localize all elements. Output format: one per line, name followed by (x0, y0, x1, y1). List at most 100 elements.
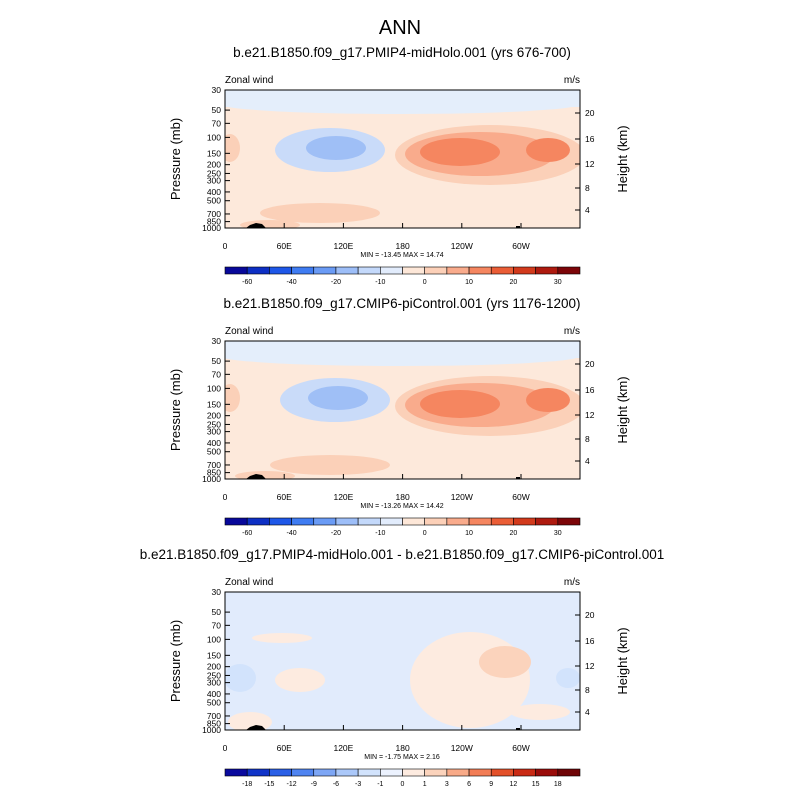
colorbar-label: -40 (287, 279, 297, 286)
y-tick-label: 700 (207, 209, 221, 219)
colorbar-label: -10 (375, 530, 385, 537)
terrain (246, 725, 266, 730)
colorbar-label: -12 (287, 781, 297, 788)
y-tick-label: 500 (207, 447, 221, 457)
colorbar-segment (291, 768, 315, 777)
contour-region (260, 203, 380, 223)
y2-tick-label: 4 (585, 205, 590, 215)
colorbar-segment (357, 266, 381, 275)
contour-field (225, 592, 580, 730)
y-tick-label: 50 (212, 607, 222, 617)
panel-left-label: Zonal wind (225, 75, 273, 86)
y-tick-label: 150 (207, 148, 221, 158)
colorbar-segment (557, 266, 581, 275)
y-tick-label: 70 (212, 620, 222, 630)
y2-tick-label: 4 (585, 456, 590, 466)
panel-right-label: m/s (564, 326, 580, 337)
y2-tick-label: 12 (585, 159, 595, 169)
y-axis-title: Pressure (mb) (168, 620, 183, 702)
min-max-stats: MIN = -13.26 MAX = 14.42 (360, 503, 443, 510)
contour-region (526, 388, 570, 412)
y-tick-label: 300 (207, 176, 221, 186)
colorbar-segment (446, 768, 470, 777)
colorbar-segment (424, 768, 448, 777)
y2-axis-title: Height (km) (615, 627, 630, 694)
colorbar-segment (402, 266, 425, 275)
terrain (516, 477, 520, 479)
colorbar-segment (557, 768, 581, 777)
y-tick-label: 400 (207, 187, 221, 197)
y-tick-label: 50 (212, 356, 222, 366)
colorbar-segment (357, 517, 381, 526)
contour-region (510, 704, 570, 720)
panel-left-label: Zonal wind (225, 326, 273, 337)
x-tick-label: 120W (451, 492, 473, 502)
contour-field (225, 341, 580, 479)
colorbar-label: 1 (423, 781, 427, 788)
colorbar-label: -40 (287, 530, 297, 537)
y-tick-label: 200 (207, 160, 221, 170)
terrain (246, 223, 266, 228)
colorbar-segment (490, 517, 514, 526)
figure-title: ANN (379, 17, 421, 39)
colorbar-segment (490, 768, 514, 777)
y-tick-label: 200 (207, 662, 221, 672)
colorbar-segment (535, 768, 559, 777)
y2-tick-label: 20 (585, 108, 595, 118)
colorbar-label: -10 (375, 279, 385, 286)
y-tick-label: 30 (212, 587, 222, 597)
colorbar-segment (269, 768, 292, 777)
y-axis-title: Pressure (mb) (168, 118, 183, 200)
colorbar-segment (313, 517, 337, 526)
panel-title: b.e21.B1850.f09_g17.PMIP4-midHolo.001 - … (140, 547, 665, 562)
y2-tick-label: 16 (585, 134, 595, 144)
y-tick-label: 500 (207, 196, 221, 206)
colorbar-label: -60 (242, 279, 252, 286)
colorbar-label: 0 (401, 781, 405, 788)
y2-tick-label: 12 (585, 410, 595, 420)
contour-region (308, 386, 368, 410)
y-tick-label: 200 (207, 411, 221, 421)
colorbar-label: -18 (242, 781, 252, 788)
contour-region (225, 384, 240, 412)
colorbar-segment (424, 266, 448, 275)
panel-right-label: m/s (564, 577, 580, 588)
y-tick-label: 150 (207, 650, 221, 660)
colorbar-label: 18 (554, 781, 562, 788)
colorbar-label: 3 (445, 781, 449, 788)
contour-region (420, 138, 500, 166)
y2-tick-label: 4 (585, 707, 590, 717)
y-tick-label: 700 (207, 460, 221, 470)
colorbar-label: -60 (242, 530, 252, 537)
colorbar-label: 10 (465, 530, 473, 537)
x-tick-label: 120W (451, 241, 473, 251)
contour-region (225, 664, 256, 692)
y-tick-label: 70 (212, 369, 222, 379)
colorbar-segment (557, 517, 581, 526)
x-tick-label: 180 (396, 492, 410, 502)
colorbar-segment (424, 517, 448, 526)
colorbar-segment (490, 266, 514, 275)
colorbar-segment (513, 768, 536, 777)
colorbar-segment (313, 266, 337, 275)
contour-region (270, 455, 390, 475)
x-tick-label: 120E (333, 743, 353, 753)
colorbar-label: 10 (465, 279, 473, 286)
x-tick-label: 0 (223, 241, 228, 251)
panel-right-label: m/s (564, 75, 580, 86)
min-max-stats: MIN = -13.45 MAX = 14.74 (360, 252, 443, 259)
colorbar-label: -20 (331, 279, 341, 286)
colorbar-segment (246, 768, 270, 777)
colorbar-segment (269, 266, 292, 275)
y2-tick-label: 8 (585, 434, 590, 444)
colorbar-label: -9 (311, 781, 317, 788)
terrain (246, 474, 266, 479)
colorbar-label: -20 (331, 530, 341, 537)
colorbar-segment (313, 768, 337, 777)
contour-field (225, 90, 580, 228)
colorbar-segment (446, 517, 470, 526)
y-tick-label: 100 (207, 634, 221, 644)
colorbar-label: 9 (489, 781, 493, 788)
x-tick-label: 120W (451, 743, 473, 753)
y2-axis-title: Height (km) (615, 125, 630, 192)
